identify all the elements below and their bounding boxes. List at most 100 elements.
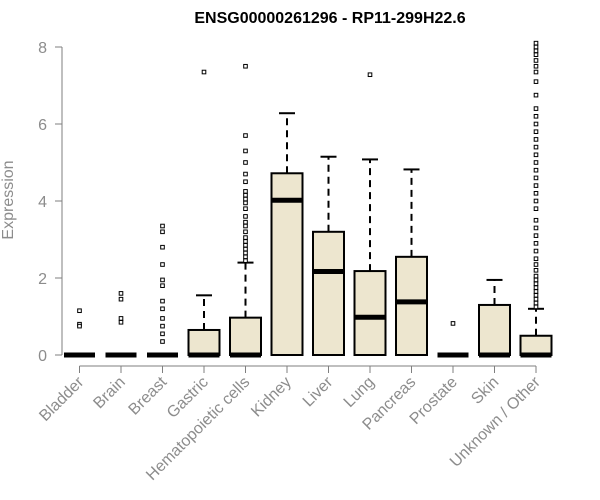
y-tick-label: 8	[38, 40, 47, 57]
x-tick-label: Skin	[468, 374, 502, 408]
outlier-point	[118, 296, 124, 302]
outlier-point	[533, 217, 539, 223]
y-tick-label: 4	[38, 194, 47, 211]
outlier-point	[533, 167, 539, 173]
outlier-point	[533, 63, 539, 69]
outlier-point	[533, 121, 539, 127]
outlier-point	[533, 300, 539, 306]
outlier-point	[160, 229, 165, 235]
box-kidney	[270, 112, 304, 356]
outlier-point	[533, 191, 539, 196]
outlier-point	[243, 235, 248, 240]
outlier-point	[533, 92, 539, 98]
outlier-point	[160, 306, 165, 312]
box-pancreas	[395, 168, 428, 357]
outlier-point	[160, 277, 165, 283]
outlier-point	[243, 179, 248, 185]
box-body	[519, 334, 553, 356]
chart-title: ENSG00000261296 - RP11-299H22.6	[194, 10, 465, 27]
outlier-point	[77, 323, 82, 329]
outlier-point	[533, 40, 539, 46]
box-skin	[478, 278, 511, 358]
box-prostate	[437, 321, 469, 358]
outlier-point	[533, 79, 539, 84]
outlier-point	[533, 152, 539, 158]
outlier-point	[243, 242, 248, 248]
box-unknown-other	[519, 40, 553, 358]
x-tick-label: Liver	[300, 373, 337, 410]
outlier-point	[243, 133, 248, 138]
outlier-point	[533, 268, 539, 273]
outlier-point	[243, 258, 248, 263]
box-liver	[312, 155, 345, 356]
outlier-point	[160, 262, 165, 267]
y-axis: 0 2 4 6 8	[38, 40, 63, 365]
outlier-point	[160, 244, 165, 250]
outlier-point	[533, 160, 539, 165]
box-body	[229, 316, 262, 356]
outlier-point	[118, 291, 124, 296]
outlier-point	[243, 250, 248, 256]
outlier-point	[243, 219, 248, 225]
outlier-point	[243, 239, 248, 244]
box-bladder	[64, 308, 95, 358]
outlier-point	[243, 206, 248, 211]
y-axis-label: Expression	[0, 160, 17, 239]
outlier-point	[243, 200, 248, 206]
box-body	[270, 172, 304, 356]
box-lung	[353, 72, 387, 357]
outlier-point	[243, 246, 248, 252]
outlier-point	[533, 289, 539, 294]
outlier-point	[160, 298, 165, 304]
outlier-point	[533, 304, 539, 310]
box-breast	[147, 223, 178, 358]
y-tick-label: 6	[38, 117, 47, 134]
outlier-point	[533, 277, 539, 283]
outlier-point	[533, 233, 539, 238]
outlier-point	[533, 144, 539, 150]
outlier-point	[243, 223, 248, 229]
x-tick-label: Lung	[341, 374, 378, 411]
outlier-point	[118, 319, 124, 325]
x-tick-label: Bladder	[36, 373, 87, 424]
outlier-point	[77, 308, 82, 314]
outlier-point	[243, 196, 248, 202]
x-tick-label: Breast	[126, 373, 171, 418]
outlier-point	[243, 214, 248, 219]
outlier-point	[160, 331, 165, 337]
outlier-point	[533, 296, 539, 302]
outlier-point	[243, 148, 248, 154]
outlier-point	[243, 254, 248, 260]
outlier-point	[160, 283, 165, 288]
box-body	[395, 255, 428, 357]
outlier-point	[160, 223, 165, 229]
outlier-point	[533, 44, 539, 50]
outlier-point	[533, 129, 539, 134]
outlier-point	[533, 241, 539, 246]
outlier-point	[533, 285, 539, 290]
outlier-point	[243, 229, 248, 235]
outlier-point	[533, 262, 539, 267]
outlier-point	[533, 69, 539, 75]
outlier-point	[533, 58, 539, 63]
outlier-point	[243, 63, 248, 69]
outlier-point	[533, 137, 539, 142]
box-gastric	[187, 69, 221, 358]
outlier-point	[533, 175, 539, 181]
y-tick-label: 2	[38, 271, 47, 288]
outlier-point	[533, 225, 539, 231]
outlier-point	[533, 281, 539, 287]
outlier-point	[243, 171, 248, 177]
outlier-point	[533, 248, 539, 254]
outlier-point	[450, 321, 456, 326]
box-body	[187, 328, 221, 357]
box-body	[312, 230, 345, 356]
outlier-point	[160, 339, 165, 344]
box-body	[353, 270, 387, 357]
outlier-point	[533, 48, 539, 54]
outlier-point	[533, 106, 539, 111]
outlier-point	[533, 183, 539, 188]
x-tick-label: Kidney	[248, 374, 295, 421]
